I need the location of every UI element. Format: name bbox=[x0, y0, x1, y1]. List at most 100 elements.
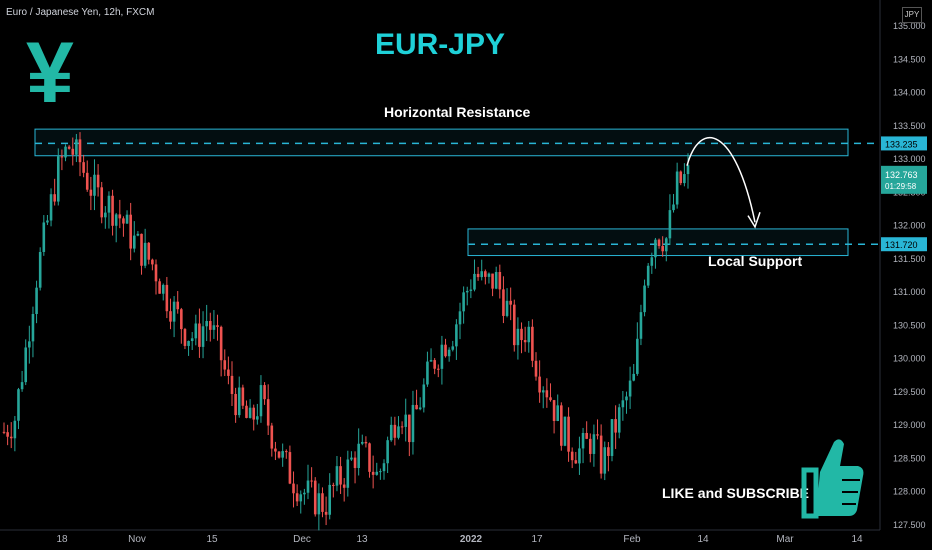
candle-body bbox=[143, 242, 147, 266]
candle-body bbox=[310, 480, 313, 482]
candle-body bbox=[227, 369, 230, 376]
candle-body bbox=[556, 405, 560, 422]
candle-body bbox=[313, 480, 317, 515]
candle-body bbox=[180, 309, 183, 330]
candle-body bbox=[469, 289, 473, 291]
candle-body bbox=[89, 189, 93, 196]
candle-body bbox=[643, 285, 646, 313]
candle-body bbox=[284, 451, 288, 453]
candle-body bbox=[679, 171, 683, 184]
x-tick-label: 18 bbox=[56, 534, 68, 545]
candle-body bbox=[484, 271, 487, 277]
like-subscribe-text: LIKE and SUBSCRIBE bbox=[662, 485, 810, 501]
last-price-badge bbox=[881, 165, 927, 194]
candle-body bbox=[610, 419, 614, 456]
candle-body bbox=[24, 347, 28, 383]
candle-body bbox=[96, 174, 100, 188]
candle-body bbox=[596, 434, 599, 436]
candle-body bbox=[205, 321, 208, 327]
candle-body bbox=[321, 493, 324, 512]
candle-body bbox=[339, 466, 342, 485]
candle-body bbox=[588, 438, 592, 454]
candle-body bbox=[683, 174, 686, 184]
candle-body bbox=[274, 448, 277, 452]
candle-body bbox=[324, 511, 328, 515]
candle-body bbox=[581, 432, 585, 449]
candle-body bbox=[408, 414, 411, 443]
candle-body bbox=[104, 212, 107, 218]
candle-body bbox=[176, 301, 180, 310]
candle-body bbox=[85, 172, 89, 190]
candle-body bbox=[549, 397, 552, 401]
currency-badge[interactable]: JPY bbox=[902, 7, 922, 23]
candle-body bbox=[360, 441, 364, 444]
candle-body bbox=[458, 311, 462, 325]
candle-body bbox=[172, 301, 176, 322]
candle-body bbox=[125, 214, 129, 224]
candle-body bbox=[585, 432, 588, 439]
candle-body bbox=[263, 385, 266, 400]
candle-body bbox=[545, 390, 549, 398]
candle-body bbox=[122, 218, 125, 224]
y-tick-label: 127.500 bbox=[893, 520, 926, 530]
candle-body bbox=[78, 139, 82, 163]
candle-body bbox=[411, 404, 415, 443]
candle-body bbox=[400, 426, 404, 428]
chart-title: EUR-JPY bbox=[374, 28, 506, 61]
candle-body bbox=[230, 375, 234, 394]
candle-body bbox=[639, 312, 643, 339]
candle-body bbox=[248, 407, 252, 418]
candle-body bbox=[46, 220, 49, 223]
candle-body bbox=[161, 284, 165, 294]
candle-body bbox=[332, 484, 335, 486]
candle-body bbox=[614, 419, 617, 433]
candle-body bbox=[462, 292, 465, 312]
candle-body bbox=[382, 463, 386, 472]
candle-body bbox=[418, 407, 422, 410]
candle-body bbox=[183, 329, 187, 346]
candle-body bbox=[560, 405, 563, 446]
candle-body bbox=[516, 328, 520, 346]
candle-body bbox=[82, 162, 85, 173]
candle-body bbox=[151, 259, 154, 265]
candle-body bbox=[35, 287, 38, 315]
candle-body bbox=[353, 457, 357, 468]
candle-body bbox=[520, 328, 523, 341]
candle-body bbox=[389, 424, 393, 441]
candle-body bbox=[295, 493, 299, 502]
candle-body bbox=[476, 273, 480, 278]
y-tick-label: 135.000 bbox=[893, 21, 926, 31]
candle-body bbox=[509, 300, 512, 305]
candle-body bbox=[491, 273, 494, 289]
candle-body bbox=[259, 385, 263, 417]
candle-body bbox=[531, 326, 534, 361]
y-tick-label: 129.500 bbox=[893, 387, 926, 397]
candle-body bbox=[328, 484, 332, 515]
candle-body bbox=[75, 139, 78, 155]
y-tick-label: 132.000 bbox=[893, 221, 926, 231]
last-price-text: 132.763 bbox=[885, 170, 918, 180]
candle-body bbox=[552, 400, 556, 422]
candle-body bbox=[67, 146, 71, 149]
candle-body bbox=[523, 340, 527, 343]
y-tick-label: 133.000 bbox=[893, 154, 926, 164]
candle-body bbox=[436, 368, 440, 370]
candle-body bbox=[20, 382, 24, 390]
y-tick-label: 134.000 bbox=[893, 88, 926, 98]
candle-body bbox=[317, 493, 321, 515]
candle-body bbox=[270, 425, 274, 449]
candle-body bbox=[132, 235, 136, 249]
candle-body bbox=[364, 441, 368, 444]
y-tick-label: 128.500 bbox=[893, 453, 926, 463]
candle-body bbox=[675, 171, 679, 205]
candle-body bbox=[71, 148, 75, 155]
y-tick-label: 130.500 bbox=[893, 320, 926, 330]
x-tick-label: 17 bbox=[531, 534, 543, 545]
candle-body bbox=[498, 272, 502, 290]
support-price-badge bbox=[881, 237, 927, 252]
candle-body bbox=[219, 326, 223, 361]
candle-body bbox=[38, 251, 42, 288]
candle-body bbox=[592, 434, 596, 454]
candle-body bbox=[386, 440, 389, 464]
